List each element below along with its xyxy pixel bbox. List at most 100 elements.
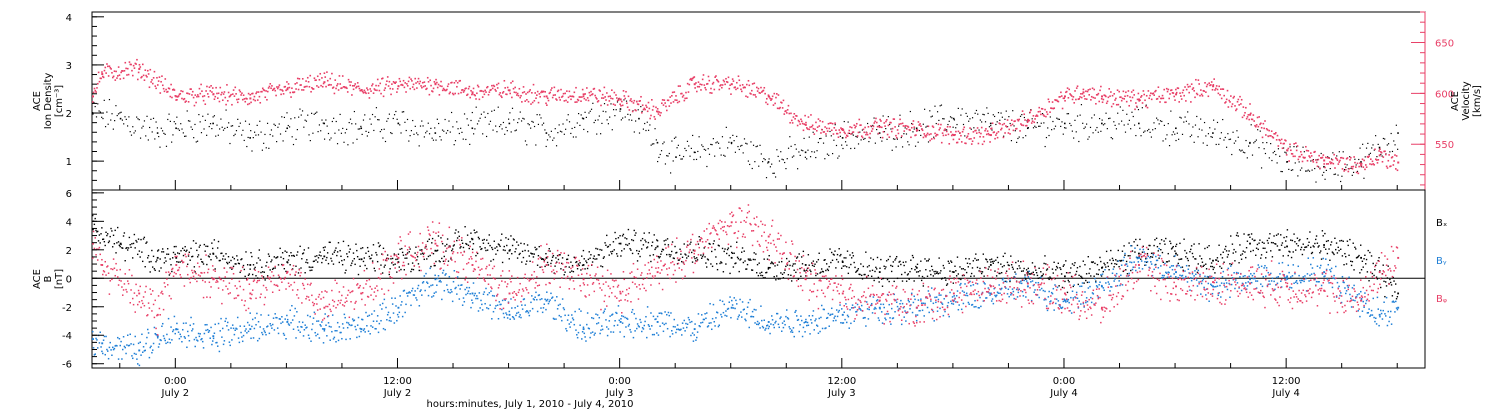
- by-point: [381, 308, 383, 310]
- density-point: [533, 125, 536, 128]
- bx-point: [314, 255, 316, 258]
- by-point: [551, 297, 553, 299]
- velocity-point: [183, 97, 186, 100]
- density-point: [961, 108, 963, 110]
- velocity-point: [1110, 105, 1113, 108]
- bx-point: [385, 259, 387, 262]
- velocity-point: [119, 78, 122, 80]
- velocity-point: [303, 86, 306, 88]
- density-point: [124, 116, 126, 118]
- density-point: [908, 144, 910, 146]
- by-point: [429, 267, 431, 270]
- bx-point: [98, 234, 101, 236]
- density-point: [94, 105, 96, 108]
- bx-point: [194, 271, 196, 273]
- density-point: [1360, 166, 1362, 168]
- bx-point: [545, 252, 547, 255]
- velocity-point: [1219, 94, 1221, 96]
- velocity-point: [430, 84, 432, 87]
- by-point: [222, 343, 225, 346]
- bx-point: [272, 267, 275, 270]
- bx-point: [871, 269, 874, 272]
- density-point: [298, 116, 300, 118]
- bx-point: [780, 272, 782, 274]
- by-point: [457, 284, 460, 287]
- velocity-point: [666, 99, 669, 102]
- bx-point: [834, 250, 836, 252]
- velocity-point: [808, 128, 811, 131]
- velocity-point: [793, 113, 796, 115]
- density-point: [263, 142, 265, 144]
- velocity-point: [1310, 152, 1312, 154]
- velocity-point: [645, 104, 647, 107]
- density-point: [1044, 145, 1046, 148]
- density-point: [719, 147, 721, 149]
- velocity-point: [1155, 98, 1158, 100]
- bx-point: [1294, 241, 1296, 243]
- by-point: [475, 297, 477, 300]
- velocity-point: [1215, 85, 1218, 87]
- bx-point: [812, 260, 815, 262]
- by-point: [625, 326, 627, 328]
- velocity-point: [1217, 92, 1220, 95]
- density-point: [1227, 133, 1229, 135]
- density-point: [106, 111, 108, 113]
- velocity-point: [1224, 102, 1226, 104]
- bx-point: [151, 266, 154, 268]
- velocity-point: [1266, 129, 1269, 131]
- velocity-point: [1390, 156, 1393, 159]
- by-point: [116, 345, 118, 347]
- velocity-point: [1091, 87, 1094, 90]
- density-point: [440, 139, 442, 141]
- density-point-point: [545, 132, 548, 134]
- velocity-point: [771, 98, 773, 100]
- bx-point: [1155, 237, 1158, 240]
- by-point: [235, 327, 237, 330]
- bx-point: [402, 254, 405, 256]
- bx-point: [1360, 244, 1362, 246]
- density-point: [453, 144, 455, 146]
- velocity-point: [271, 89, 274, 92]
- velocity-point: [632, 102, 635, 104]
- density-point: [373, 129, 375, 132]
- by-point: [534, 296, 536, 298]
- by-point: [285, 338, 287, 340]
- bx-point: [825, 263, 828, 265]
- bx-point: [669, 255, 671, 258]
- bx-point: [702, 254, 705, 256]
- density-point: [233, 134, 235, 137]
- density-point: [1280, 170, 1282, 173]
- velocity-point: [263, 89, 266, 92]
- velocity-point: [1149, 94, 1151, 97]
- bx-point: [476, 231, 478, 233]
- velocity-point: [600, 104, 602, 107]
- velocity-point: [1333, 153, 1335, 156]
- velocity-point: [761, 90, 764, 92]
- density-point: [95, 116, 98, 118]
- by-point: [384, 328, 386, 331]
- bx-point: [769, 267, 771, 269]
- bx-point: [429, 254, 431, 257]
- bx-point: [377, 242, 380, 244]
- by-point: [344, 316, 346, 319]
- bx-point: [1338, 249, 1340, 252]
- bx-point: [1113, 266, 1115, 268]
- density-point: [164, 133, 166, 135]
- velocity-point: [763, 86, 766, 89]
- velocity-point: [1231, 103, 1234, 105]
- by-point: [608, 320, 611, 322]
- velocity-point: [520, 94, 522, 97]
- bx-point: [826, 268, 829, 270]
- bx-point: [550, 262, 552, 265]
- velocity-point: [1225, 98, 1228, 101]
- bx-point: [1058, 285, 1060, 287]
- density-point: [458, 132, 460, 135]
- by-point: [436, 277, 439, 280]
- by-point: [400, 304, 402, 306]
- density-point: [1174, 133, 1176, 135]
- velocity-point: [1386, 167, 1389, 169]
- velocity-point: [721, 84, 724, 86]
- velocity-point: [631, 110, 634, 113]
- by-point: [299, 331, 301, 333]
- by-point: [474, 292, 476, 295]
